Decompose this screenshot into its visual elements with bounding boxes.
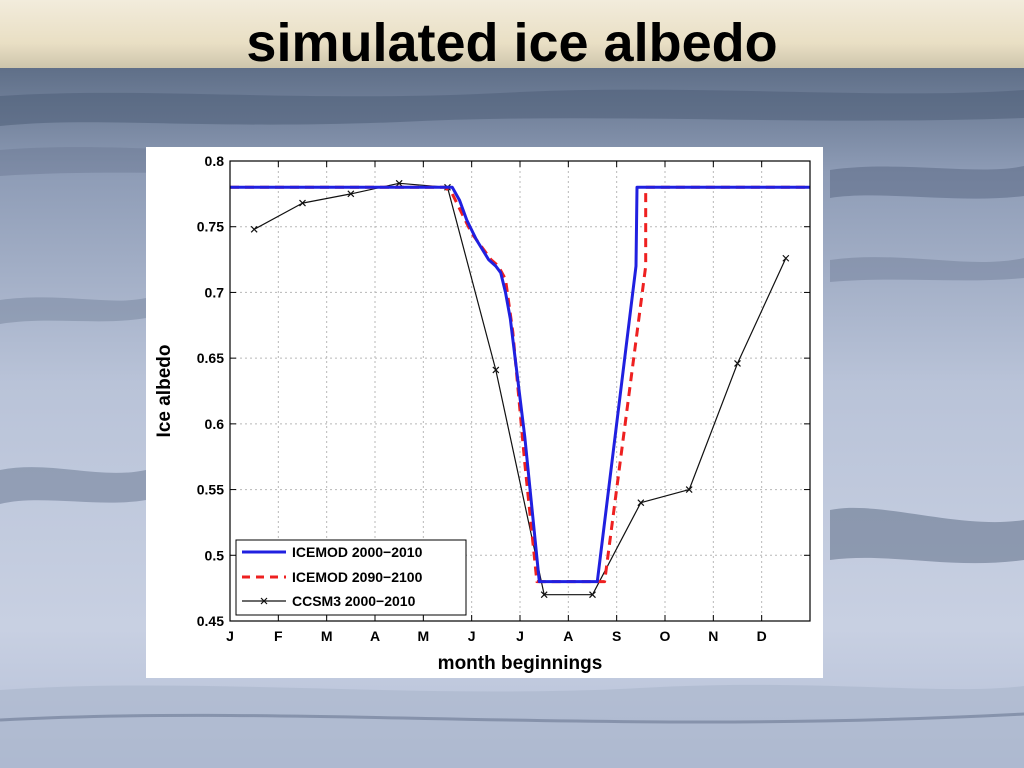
grid: [230, 161, 810, 621]
y-axis-label: Ice albedo: [154, 345, 175, 438]
x-axis-label: month beginnings: [438, 653, 603, 674]
y-tick-label: 0.55: [197, 482, 224, 498]
x-tick-label: D: [757, 628, 767, 644]
legend: ICEMOD 2000−2010 ICEMOD 2090−2100 CCSM3 …: [235, 539, 467, 616]
series-line-ccsm3: [253, 182, 787, 596]
y-tick-label: 0.7: [205, 284, 225, 300]
y-tick-label: 0.75: [197, 219, 224, 235]
y-tick-label: 0.5: [205, 547, 225, 563]
data-point-ccsm3: [492, 366, 500, 374]
x-tick-label: F: [274, 628, 283, 644]
x-tick-label: N: [708, 628, 718, 644]
legend-label-icemod-2000: ICEMOD 2000−2010: [292, 544, 423, 560]
data-point-ccsm3: [540, 591, 548, 599]
y-axis-ticks: 0.45 0.5 0.55 0.6 0.65 0.7 0.75 0.8: [197, 153, 810, 629]
albedo-chart: 0.45 0.5 0.55 0.6 0.65 0.7 0.75 0.8 J F M A M J J A S O N…: [154, 153, 811, 674]
y-tick-label: 0.65: [197, 350, 224, 366]
x-tick-label: A: [370, 628, 380, 644]
x-tick-label: A: [563, 628, 573, 644]
series-line-icemod-2000: [230, 185, 810, 584]
y-tick-label: 0.45: [197, 613, 224, 629]
legend-marker-ccsm3: [260, 597, 268, 605]
x-tick-label: O: [660, 628, 671, 644]
data-point-ccsm3: [347, 190, 355, 198]
data-point-ccsm3: [782, 254, 790, 262]
series-lines: [230, 179, 810, 599]
data-point-ccsm3: [250, 225, 258, 233]
chart-panel: 0.45 0.5 0.55 0.6 0.65 0.7 0.75 0.8 J F M A M J J A S O N…: [146, 147, 823, 678]
x-tick-label: M: [321, 628, 333, 644]
legend-label-icemod-2090: ICEMOD 2090−2100: [292, 569, 423, 585]
x-tick-label: J: [468, 628, 476, 644]
x-tick-label: J: [516, 628, 524, 644]
x-tick-label: M: [417, 628, 429, 644]
data-point-ccsm3: [685, 486, 693, 493]
legend-label-ccsm3: CCSM3 2000−2010: [292, 593, 416, 609]
data-point-ccsm3: [637, 499, 645, 507]
y-tick-label: 0.8: [205, 153, 225, 169]
x-tick-label: J: [226, 628, 234, 644]
data-point-ccsm3: [299, 199, 306, 207]
y-tick-label: 0.6: [205, 416, 225, 432]
slide-title: simulated ice albedo: [246, 13, 778, 73]
data-point-ccsm3: [589, 591, 596, 599]
data-point-ccsm3: [395, 179, 403, 187]
data-point-ccsm3: [734, 359, 741, 367]
x-tick-label: S: [612, 628, 621, 644]
